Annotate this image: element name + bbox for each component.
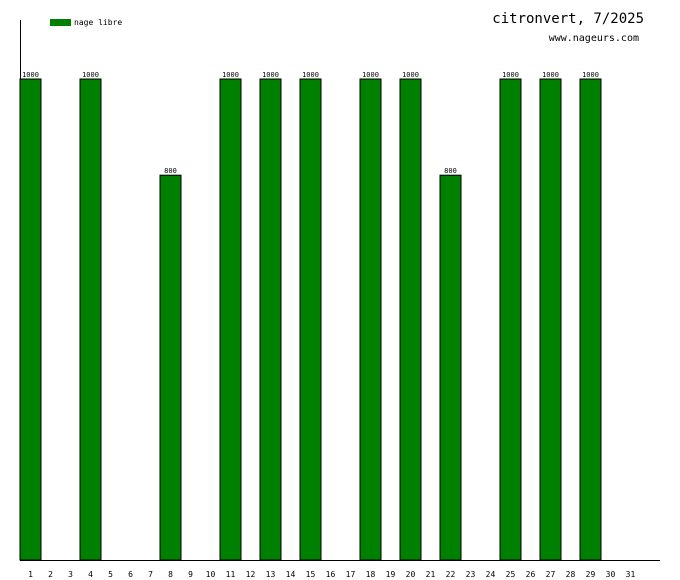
bars-group — [19, 78, 602, 561]
x-tick-label: 12 — [246, 570, 256, 579]
x-tick-label: 18 — [366, 570, 376, 579]
x-tick-label: 2 — [48, 570, 53, 579]
x-tick-label: 31 — [626, 570, 636, 579]
x-tick-label: 23 — [466, 570, 476, 579]
x-tick-labels-group: 1 2 3 4 5 6 7 8 9 10 11 12 13 14 15 16 17 18 19 20 21 22 23 24 2… — [28, 570, 635, 579]
x-tick-label: 27 — [546, 570, 556, 579]
x-tick-label: 14 — [286, 570, 296, 579]
bar — [499, 78, 522, 561]
bar-labels-group: 1000 1000 800 1000 1000 1000 1000 1000 800 1000 10… — [22, 71, 599, 175]
x-tick-label: 25 — [506, 570, 516, 579]
bar — [19, 78, 42, 561]
x-tick-label: 30 — [606, 570, 616, 579]
bar-value-label: 1000 — [22, 71, 39, 79]
x-tick-label: 7 — [148, 570, 153, 579]
bar-value-label: 1000 — [582, 71, 599, 79]
x-tick-label: 4 — [88, 570, 93, 579]
x-tick-label: 19 — [386, 570, 396, 579]
bar-value-label: 800 — [164, 167, 177, 175]
bar — [219, 78, 242, 561]
bar-value-label: 1000 — [542, 71, 559, 79]
x-tick-label: 28 — [566, 570, 576, 579]
x-tick-label: 5 — [108, 570, 113, 579]
x-tick-label: 24 — [486, 570, 496, 579]
bar-value-label: 1000 — [222, 71, 239, 79]
x-tick-label: 20 — [406, 570, 416, 579]
bar — [539, 78, 562, 561]
x-tick-label: 1 — [28, 570, 33, 579]
bar-value-label: 1000 — [82, 71, 99, 79]
bar — [259, 78, 282, 561]
x-tick-label: 9 — [188, 570, 193, 579]
x-tick-label: 13 — [266, 570, 276, 579]
x-tick-label: 6 — [128, 570, 133, 579]
x-tick-label: 11 — [226, 570, 236, 579]
x-tick-label: 15 — [306, 570, 316, 579]
bar-value-label: 1000 — [402, 71, 419, 79]
x-tick-label: 22 — [446, 570, 456, 579]
bar — [159, 174, 182, 561]
bar — [439, 174, 462, 561]
x-tick-label: 8 — [168, 570, 173, 579]
bar-value-label: 1000 — [362, 71, 379, 79]
legend-swatch — [50, 19, 71, 26]
bar-value-label: 1000 — [302, 71, 319, 79]
x-tick-label: 29 — [586, 570, 596, 579]
axes — [20, 20, 660, 561]
chart-subtitle: www.nageurs.com — [549, 33, 639, 44]
legend-label: nage libre — [74, 18, 122, 27]
bar — [399, 78, 422, 561]
bar-value-label: 1000 — [502, 71, 519, 79]
x-tick-label: 26 — [526, 570, 536, 579]
bar — [79, 78, 102, 561]
x-tick-label: 17 — [346, 570, 356, 579]
bar-value-label: 800 — [444, 167, 457, 175]
chart-title: citronvert, 7/2025 — [492, 11, 644, 27]
x-tick-label: 10 — [206, 570, 216, 579]
bar — [359, 78, 382, 561]
bar-value-label: 1000 — [262, 71, 279, 79]
legend: nage libre — [50, 18, 122, 27]
x-tick-label: 21 — [426, 570, 436, 579]
x-tick-label: 3 — [68, 570, 73, 579]
bar — [299, 78, 322, 561]
x-tick-label: 16 — [326, 570, 336, 579]
bar — [579, 78, 602, 561]
